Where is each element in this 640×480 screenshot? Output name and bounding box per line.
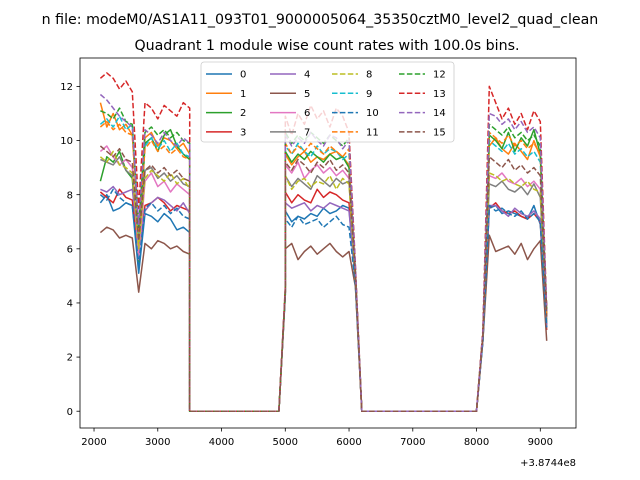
legend-label-1: 1 — [240, 89, 246, 100]
legend-label-0: 0 — [240, 70, 246, 81]
x-tick-label-8000: 8000 — [464, 437, 489, 448]
legend-label-5: 5 — [304, 89, 310, 100]
y-tick-label-8: 8 — [67, 190, 73, 201]
legend-label-10: 10 — [366, 108, 379, 119]
series-line-15 — [99, 145, 548, 412]
legend-label-11: 11 — [366, 127, 379, 138]
x-tick-label-3000: 3000 — [145, 437, 170, 448]
x-tick-label-4000: 4000 — [209, 437, 234, 448]
figure-suptitle: n file: modeM0/AS1A11_093T01_9000005064_… — [42, 12, 599, 28]
legend-label-13: 13 — [433, 89, 446, 100]
legend-label-12: 12 — [433, 70, 446, 81]
x-tick-label-7000: 7000 — [400, 437, 425, 448]
y-tick-label-12: 12 — [60, 82, 73, 93]
legend-label-8: 8 — [366, 70, 372, 81]
legend-label-14: 14 — [433, 108, 446, 119]
y-tick-label-2: 2 — [67, 353, 73, 364]
x-tick-label-2000: 2000 — [81, 437, 106, 448]
y-tick-label-10: 10 — [60, 136, 73, 147]
legend-label-6: 6 — [304, 108, 310, 119]
plot-frame — [79, 57, 577, 429]
x-offset-label: +3.8744e8 — [520, 458, 576, 469]
legend-label-9: 9 — [366, 89, 372, 100]
y-tick-label-0: 0 — [67, 407, 73, 418]
series-line-14 — [99, 93, 548, 412]
legend-label-7: 7 — [304, 127, 310, 138]
y-tick-label-6: 6 — [67, 244, 73, 255]
y-tick-label-4: 4 — [67, 299, 73, 310]
legend-label-15: 15 — [433, 127, 446, 138]
legend-label-3: 3 — [240, 127, 246, 138]
y-axis: 0 2 4 6 8 10 12 — [60, 82, 80, 418]
x-tick-label-6000: 6000 — [336, 437, 361, 448]
x-tick-label-9000: 9000 — [528, 437, 553, 448]
legend-frame — [200, 61, 455, 143]
chart-title: Quadrant 1 module wise count rates with … — [134, 38, 519, 54]
series-layer — [99, 72, 548, 412]
legend-label-4: 4 — [304, 70, 310, 81]
legend-label-2: 2 — [240, 108, 246, 119]
x-tick-label-5000: 5000 — [273, 437, 298, 448]
x-axis: 2000 3000 4000 5000 6000 7000 8000 9000 — [81, 428, 553, 448]
